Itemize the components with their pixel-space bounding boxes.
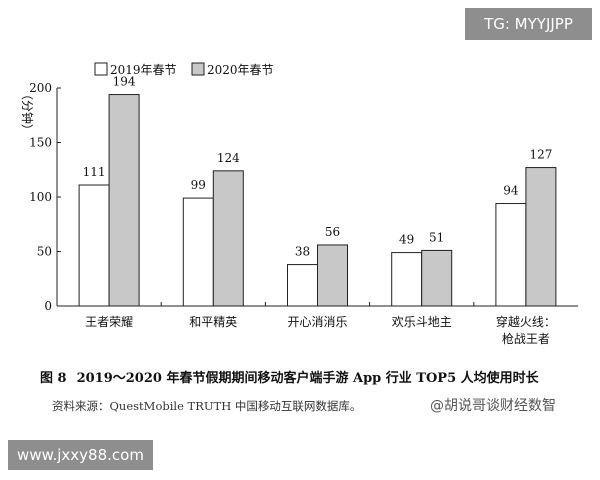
bar-2019 (287, 264, 318, 307)
y-tick-label: 150 (29, 136, 52, 150)
legend-label-2020: 2020年春节 (207, 63, 274, 77)
bar-2020 (525, 167, 557, 307)
bar-value-label: 124 (217, 151, 240, 165)
bar-2020 (108, 94, 140, 307)
y-tick-label: 200 (29, 81, 52, 95)
watermark-bottom: www.jxxy88.com (8, 440, 153, 470)
x-category-label: 枪战王者 (502, 331, 550, 346)
bar-2019 (495, 203, 527, 307)
y-axis-title: （分钟） (20, 88, 35, 136)
bar-value-label: 94 (503, 184, 519, 198)
bar-2020 (317, 244, 348, 307)
y-tick-label: 0 (44, 299, 52, 313)
y-tick-label: 100 (29, 190, 52, 204)
figure-caption: 图 8 2019～2020 年春节假期期间移动客户端手游 App 行业 TOP5 … (40, 367, 590, 386)
x-category-label: 王者荣耀 (85, 315, 133, 329)
x-category-label: 和平精英 (189, 315, 237, 329)
bar-chart: 0 50 100 150 200（分钟） 2019年春节 2020年春节 111 194 王者荣耀… (20, 62, 578, 346)
y-tick-label: 50 (37, 245, 52, 259)
bar-2019 (391, 252, 423, 307)
bar-value-label: 99 (191, 178, 206, 192)
figure-number: 图 8 (40, 371, 67, 386)
x-category-label: 穿越火线： (496, 314, 556, 329)
bar-2019 (182, 197, 214, 307)
legend-swatch (191, 62, 205, 76)
bar-value-label: 194 (113, 75, 136, 89)
legend-label-2019: 2019年春节 (110, 63, 177, 77)
bar-value-label: 38 (295, 245, 310, 259)
bar-value-label: 49 (399, 233, 414, 247)
bar-2020 (421, 249, 453, 307)
x-category-label: 欢乐斗地主 (392, 314, 452, 329)
legend-swatch (94, 62, 108, 76)
bar-value-label: 51 (429, 230, 444, 244)
x-category-label: 开心消消乐 (287, 315, 347, 329)
source-note: 资料来源：QuestMobile TRUTH 中国移动互联网数据库。 (52, 399, 362, 413)
watermark-top: TG: MYYJJPP (465, 8, 592, 40)
bar-value-label: 56 (325, 225, 340, 239)
figure-title: 2019～2020 年春节假期期间移动客户端手游 App 行业 TOP5 人均使… (76, 371, 539, 386)
bar-value-label: 111 (83, 165, 106, 179)
bar-value-label: 127 (529, 148, 552, 162)
bar-2019 (78, 184, 110, 307)
weibo-watermark: @胡说哥谈财经数智 (430, 398, 556, 414)
bar-2020 (212, 170, 244, 307)
